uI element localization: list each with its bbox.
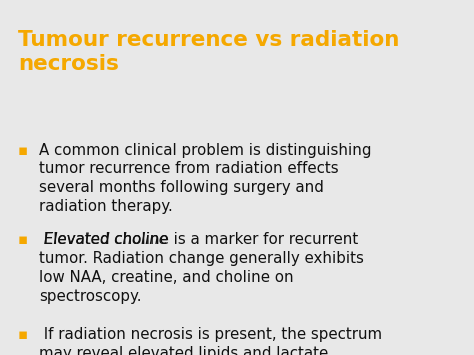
- Text: ▪: ▪: [18, 142, 28, 158]
- Text: Tumour recurrence vs radiation
necrosis: Tumour recurrence vs radiation necrosis: [18, 30, 400, 74]
- Text: Elevated choline: Elevated choline: [39, 232, 168, 247]
- Text: ▪: ▪: [18, 327, 28, 342]
- Text: If radiation necrosis is present, the spectrum
may reveal elevated lipids and la: If radiation necrosis is present, the sp…: [39, 327, 382, 355]
- Text: ▪: ▪: [18, 232, 28, 247]
- Text: Elevated choline is a marker for recurrent
tumor. Radiation change generally exh: Elevated choline is a marker for recurre…: [39, 232, 364, 304]
- Text: A common clinical problem is distinguishing
tumor recurrence from radiation effe: A common clinical problem is distinguish…: [39, 142, 371, 214]
